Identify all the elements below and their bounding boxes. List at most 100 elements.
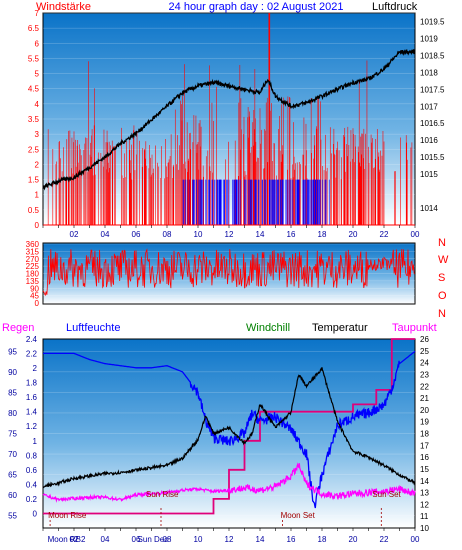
y-tick-temperature: 14 — [420, 477, 429, 486]
label-windchill: Windchill — [246, 322, 290, 334]
x-tick-panel3: 10 — [194, 535, 203, 544]
label-taupunkt: Taupunkt — [392, 322, 437, 334]
x-tick-panel3: 00 — [411, 535, 420, 544]
y-tick-humidity: 80 — [8, 409, 17, 418]
y-tick-wind: 4.5 — [28, 85, 40, 94]
y-tick-humidity: 70 — [8, 450, 17, 459]
y-tick-humidity: 65 — [8, 471, 17, 480]
y-tick-humidity: 95 — [8, 347, 17, 356]
compass-label: N — [438, 237, 446, 249]
y-tick-humidity: 75 — [8, 430, 17, 439]
x-tick-panel3: 20 — [349, 535, 358, 544]
x-tick-panel1: 10 — [194, 230, 203, 239]
y-tick-temperature: 24 — [420, 359, 429, 368]
y-tick-humidity: 90 — [8, 368, 17, 377]
y-tick-wind: 0.5 — [28, 206, 40, 215]
x-tick-panel3: 02 — [70, 535, 79, 544]
y-tick-humidity: 85 — [8, 388, 17, 397]
y-tick-rain: 2.2 — [26, 350, 38, 359]
y-tick-rain: 1.8 — [26, 379, 38, 388]
x-tick-panel1: 14 — [256, 230, 265, 239]
y-tick-direction: 270 — [26, 255, 40, 264]
y-tick-temperature: 16 — [420, 453, 429, 462]
y-tick-rain: 1.6 — [26, 393, 38, 402]
event-label: Sun Set — [372, 490, 401, 499]
label-luftfeuchte: Luftfeuchte — [66, 322, 120, 334]
y-tick-temperature: 20 — [420, 406, 429, 415]
y-tick-temperature: 26 — [420, 335, 429, 344]
x-tick-panel3: 22 — [380, 535, 389, 544]
y-tick-temperature: 18 — [420, 430, 429, 439]
y-tick-rain: 2 — [33, 364, 38, 373]
y-tick-rain: 0.2 — [26, 495, 38, 504]
y-tick-rain: 1.2 — [26, 422, 38, 431]
x-tick-panel1: 16 — [287, 230, 296, 239]
y-tick-direction: 0 — [35, 299, 40, 308]
compass-label: S — [438, 272, 445, 284]
y-tick-wind: 6 — [35, 39, 40, 48]
x-tick-panel1: 00 — [411, 230, 420, 239]
y-tick-pressure: 1018.5 — [420, 51, 445, 60]
x-tick-panel1: 18 — [318, 230, 327, 239]
x-tick-panel3: 06 — [132, 535, 141, 544]
y-tick-wind: 6.5 — [28, 24, 40, 33]
y-tick-temperature: 23 — [420, 370, 429, 379]
y-tick-direction: 225 — [26, 262, 40, 271]
x-tick-panel3: 16 — [287, 535, 296, 544]
y-tick-temperature: 22 — [420, 382, 429, 391]
x-tick-panel1: 22 — [380, 230, 389, 239]
y-tick-pressure: 1019.5 — [420, 17, 445, 26]
y-tick-humidity: 55 — [8, 512, 17, 521]
y-tick-wind: 3.5 — [28, 115, 40, 124]
y-tick-direction: 135 — [26, 277, 40, 286]
pressure-line — [42, 48, 416, 191]
x-tick-panel1: 08 — [163, 230, 172, 239]
y-tick-temperature: 15 — [420, 465, 429, 474]
y-tick-pressure: 1016 — [420, 136, 438, 145]
x-tick-panel1: 12 — [225, 230, 234, 239]
event-label: Moon Rise — [48, 511, 87, 520]
y-tick-pressure: 1017 — [420, 102, 438, 111]
y-tick-temperature: 19 — [420, 418, 429, 427]
y-tick-temperature: 11 — [420, 512, 429, 521]
y-tick-temperature: 17 — [420, 441, 429, 450]
y-tick-wind: 2.5 — [28, 145, 40, 154]
y-tick-direction: 360 — [26, 240, 40, 249]
x-tick-panel3: 12 — [225, 535, 234, 544]
x-tick-panel3: 08 — [163, 535, 172, 544]
y-tick-pressure: 1018 — [420, 68, 438, 77]
event-label: Sun Rise — [146, 490, 179, 499]
wind-direction-line — [42, 248, 415, 297]
x-tick-panel3: 14 — [256, 535, 265, 544]
y-tick-temperature: 25 — [420, 347, 429, 356]
rain-line — [43, 338, 415, 515]
y-tick-pressure: 1015 — [420, 170, 438, 179]
x-tick-panel1: 06 — [132, 230, 141, 239]
y-tick-rain: 0.4 — [26, 480, 38, 489]
y-tick-rain: 0.8 — [26, 451, 38, 460]
y-tick-wind: 5.5 — [28, 54, 40, 63]
event-label: Moon Set — [281, 511, 316, 520]
y-tick-temperature: 21 — [420, 394, 429, 403]
temperature-line — [42, 367, 416, 489]
y-tick-pressure: 1014 — [420, 204, 438, 213]
x-extra-label: Moon RB2 — [48, 535, 86, 544]
label-temperatur: Temperatur — [312, 322, 368, 334]
y-tick-pressure: 1015.5 — [420, 153, 445, 162]
x-tick-panel1: 20 — [349, 230, 358, 239]
humidity-line — [43, 350, 416, 509]
y-tick-direction: 90 — [30, 284, 39, 293]
y-tick-wind: 5 — [35, 70, 40, 79]
x-tick-panel1: 04 — [101, 230, 110, 239]
compass-label: N — [438, 308, 446, 320]
chart-title: 24 hour graph day : 02 August 2021 — [169, 1, 344, 13]
y-tick-wind: 7 — [35, 9, 40, 18]
y-tick-pressure: 1019 — [420, 34, 438, 43]
y-tick-rain: 0 — [33, 509, 38, 518]
y-tick-pressure: 1017.5 — [420, 85, 445, 94]
y-tick-direction: 180 — [26, 270, 40, 279]
compass-label: W — [438, 254, 449, 266]
label-luftdruck: Luftdruck — [372, 1, 418, 13]
y-tick-direction: 315 — [26, 247, 40, 256]
